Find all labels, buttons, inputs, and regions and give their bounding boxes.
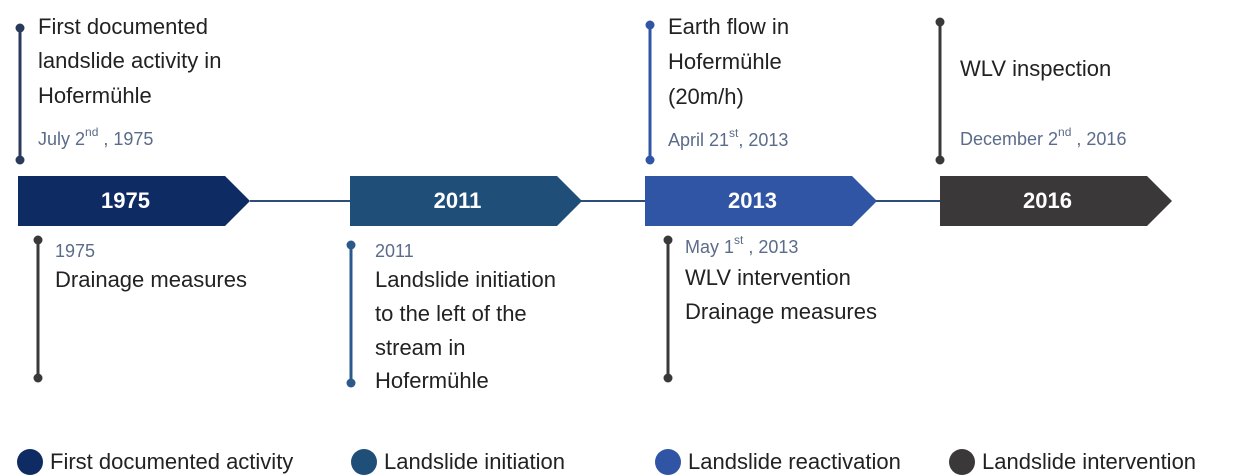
stage-label: 1975 [101, 188, 150, 213]
legend-label: First documented activity [50, 449, 293, 474]
event-date: 2011 [375, 241, 414, 261]
date-text: , 2013 [743, 237, 798, 257]
stage-arrow [940, 176, 1172, 226]
date-text: July 2 [38, 129, 85, 149]
stage-label: 2013 [728, 188, 777, 213]
stem-dot [935, 155, 945, 165]
event-date: December 2nd , 2016 [960, 125, 1126, 149]
date-text: December 2 [960, 129, 1058, 149]
date-text: , 2016 [1071, 129, 1126, 149]
event-text: Hofermühle [375, 368, 489, 393]
event-text: (20m/h) [668, 84, 744, 109]
legend-label: Landslide initiation [384, 449, 565, 474]
event-date: 1975 [55, 241, 95, 261]
event-text: Drainage measures [55, 267, 247, 292]
date-text: May 1 [685, 237, 734, 257]
stage-label: 2016 [1023, 188, 1072, 213]
date-text: , 1975 [98, 129, 153, 149]
event-text: First documented [38, 14, 208, 39]
event-text: Landslide initiation [375, 267, 556, 292]
event-date: May 1st , 2013 [685, 233, 798, 257]
event-text: Hofermühle [38, 83, 152, 108]
stem-dot [33, 235, 43, 245]
date-text: April 21 [668, 130, 729, 150]
stem-dot [663, 373, 673, 383]
date-superscript: st [734, 233, 744, 247]
date-superscript: st [729, 126, 739, 140]
event-text: stream in [375, 335, 465, 360]
event-text: Drainage measures [685, 299, 877, 324]
event-date: April 21st, 2013 [668, 126, 788, 150]
event-text: WLV inspection [960, 56, 1111, 81]
stem-dot [346, 240, 356, 250]
stage-arrow [350, 176, 582, 226]
date-text: 2011 [375, 241, 414, 261]
legend-swatch [351, 449, 377, 475]
stem-dot [346, 378, 356, 388]
stem-dot [645, 155, 655, 165]
stage-arrow [18, 176, 250, 226]
legend-label: Landslide reactivation [688, 449, 901, 474]
stem-dot [935, 17, 945, 27]
stem-dot [15, 155, 25, 165]
date-superscript: nd [1058, 125, 1071, 139]
stage-arrow [645, 176, 877, 226]
stem-dot [33, 373, 43, 383]
stem-dot [645, 20, 655, 30]
legend-swatch [17, 449, 43, 475]
legend-swatch [655, 449, 681, 475]
date-text: , 2013 [738, 130, 788, 150]
event-text: Hofermühle [668, 49, 782, 74]
legend-swatch [949, 449, 975, 475]
legend-label: Landslide intervention [982, 449, 1196, 474]
stem-dot [663, 235, 673, 245]
event-text: to the left of the [375, 301, 527, 326]
date-text: 1975 [55, 241, 95, 261]
event-text: landslide activity in [38, 48, 221, 73]
event-date: July 2nd , 1975 [38, 125, 153, 149]
event-text: WLV intervention [685, 265, 851, 290]
stage-label: 2011 [434, 188, 482, 213]
event-text: Earth flow in [668, 14, 789, 39]
stem-dot [15, 23, 25, 33]
date-superscript: nd [85, 125, 98, 139]
